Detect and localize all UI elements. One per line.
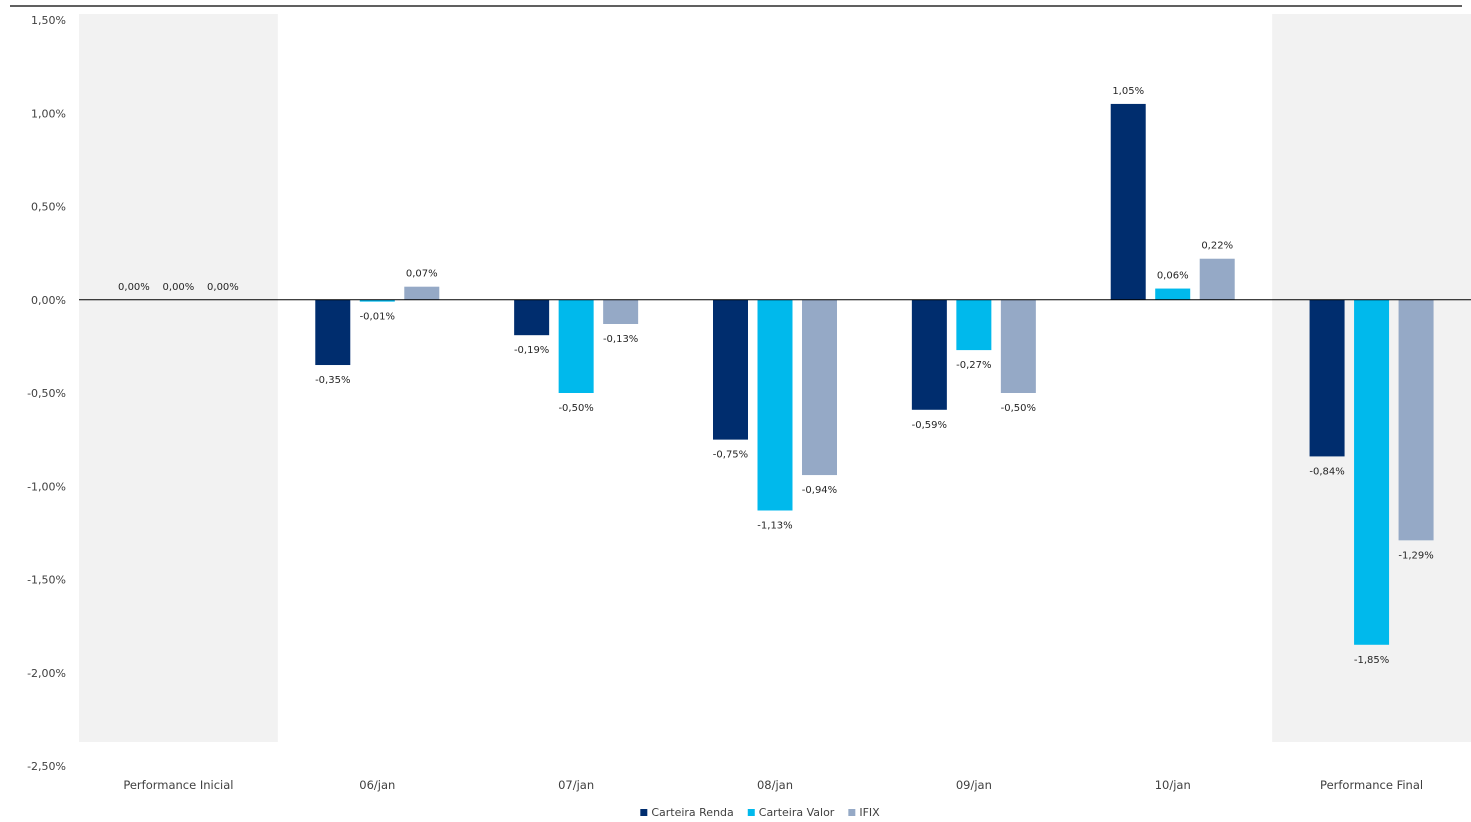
legend-swatch-carteira-valor (747, 809, 755, 816)
y-tick-label: 0,50% (31, 201, 66, 214)
bar-carteira-renda (514, 299, 550, 336)
data-label: -1,29% (1398, 550, 1433, 561)
legend-label: Carteira Renda (651, 806, 733, 819)
data-labels: 0,00% -0,35% -0,19% -0,75% -0,59% 1,05% -0,84%… (118, 86, 1434, 666)
data-label: 0,22% (1201, 241, 1233, 252)
data-label: -0,35% (315, 375, 350, 386)
bar-carteira-renda (713, 299, 748, 440)
data-label: -0,50% (558, 403, 593, 414)
data-label: 0,00% (118, 282, 150, 293)
x-category-label: 07/jan (558, 778, 594, 792)
legend-swatch-carteira-renda (640, 809, 648, 816)
y-axis: 1,50% 1,00% 0,50% 0,00% -0,50% -1,00% -1,50% -2… (27, 14, 66, 773)
bar-carteira-valor (1354, 299, 1390, 645)
x-category-label: 10/jan (1155, 778, 1191, 792)
bar-carteira-renda (315, 299, 351, 366)
x-category-label: 08/jan (757, 778, 793, 792)
x-category-label: Performance Inicial (123, 778, 233, 792)
y-tick-label: -2,00% (27, 667, 66, 680)
bar-carteira-valor (1155, 288, 1191, 300)
bar-carteira-valor (558, 299, 594, 393)
y-tick-label: -1,50% (27, 574, 66, 587)
legend-label: IFIX (859, 806, 880, 819)
data-label: 1,05% (1112, 86, 1144, 97)
y-tick-label: 1,50% (31, 14, 66, 27)
bar-carteira-valor (956, 299, 992, 351)
data-label: -0,84% (1309, 466, 1344, 477)
bar-ifix (1199, 258, 1235, 300)
y-tick-label: 0,00% (31, 294, 66, 307)
bar-ifix (404, 286, 440, 300)
legend: Carteira Renda Carteira Valor IFIX (640, 806, 880, 819)
data-label: 0,00% (163, 282, 195, 293)
bar-carteira-renda (1110, 103, 1146, 300)
data-label: 0,00% (207, 282, 239, 293)
bar-ifix (802, 299, 837, 476)
bar-carteira-renda (1309, 299, 1345, 457)
data-label: -1,13% (757, 520, 792, 531)
data-label: 0,06% (1157, 271, 1189, 282)
y-tick-label: 1,00% (31, 107, 66, 120)
data-label: -0,50% (1001, 403, 1036, 414)
x-category-label: Performance Final (1320, 778, 1423, 792)
bar-ifix (1398, 299, 1434, 541)
data-label: -0,94% (802, 485, 837, 496)
data-label: -0,27% (956, 360, 991, 371)
y-tick-label: -0,50% (27, 387, 66, 400)
y-tick-label: -1,00% (27, 480, 66, 493)
bar-carteira-valor (757, 299, 793, 511)
x-category-label: 06/jan (359, 778, 395, 792)
data-label: -0,59% (912, 420, 947, 431)
data-label: -0,19% (514, 345, 549, 356)
legend-swatch-ifix (848, 809, 856, 816)
bar-ifix (1000, 299, 1036, 393)
y-tick-label: -2,50% (27, 760, 66, 773)
shade-performance-inicial (79, 14, 278, 742)
data-label: -0,01% (360, 312, 395, 323)
legend-label: Carteira Valor (759, 806, 835, 819)
bar-ifix (603, 299, 639, 324)
data-label: -1,85% (1354, 655, 1389, 666)
x-axis-categories: Performance Inicial 06/jan 07/jan 08/jan 09/… (123, 778, 1423, 792)
data-label: -0,13% (603, 334, 638, 345)
bar-carteira-renda (911, 299, 947, 410)
data-label: -0,75% (713, 450, 748, 461)
data-label: 0,07% (406, 269, 438, 280)
bar-series (315, 103, 1434, 645)
bar-carteira-valor (359, 299, 395, 302)
x-category-label: 09/jan (956, 778, 992, 792)
